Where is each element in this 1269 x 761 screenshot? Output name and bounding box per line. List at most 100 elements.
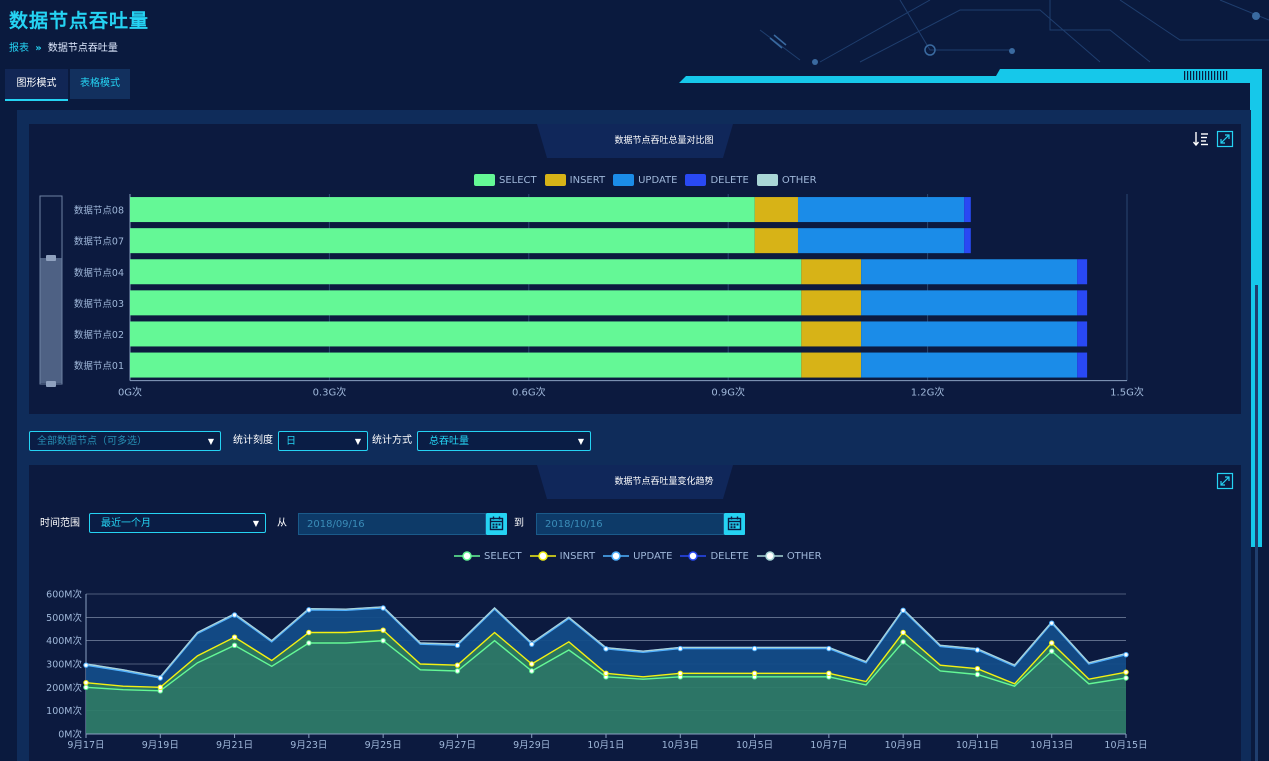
y-tick-label: 200M次 [46,682,82,694]
time-range-select[interactable]: 最近一个月 ▼ [89,513,266,533]
legend-item-delete[interactable]: DELETE [685,174,749,186]
bar-delete [1077,259,1088,285]
legend-item-other[interactable]: OTHER [756,550,822,562]
point-select [974,671,981,678]
comparison-chart-title: 数据节点吞吐总量对比图 [614,136,714,146]
node-multiselect[interactable]: 全部数据节点（可多选） ▼ [29,431,221,451]
x-tick-label: 10月3日 [662,740,699,751]
point-select [83,684,89,691]
legend-label-delete: DELETE [710,550,749,562]
time-range-label: 时间范围 [40,518,80,529]
point-update [380,605,386,611]
y-tick-label: 数据节点07 [74,236,124,248]
legend-item-select[interactable]: SELECT [454,550,522,562]
calendar-icon[interactable] [486,513,507,535]
legend-marker-delete [680,551,707,561]
point-select [1049,648,1055,654]
y-tick-label: 数据节点01 [74,360,124,372]
x-tick-label: 9月23日 [290,740,327,751]
legend-item-other[interactable]: OTHER [756,174,817,186]
point-update [603,646,609,652]
to-label: 到 [514,518,524,529]
method-label: 统计方式 [372,435,412,446]
chevron-down-icon: ▼ [577,437,584,446]
calendar-icon[interactable] [724,513,745,535]
fullscreen-icon[interactable] [1216,130,1234,148]
legend-item-delete[interactable]: DELETE [680,550,749,562]
from-date-input[interactable]: 2018/09/16 [298,513,486,535]
legend-label-update: UPDATE [633,550,673,562]
bar-update [797,228,965,254]
legend-item-update[interactable]: UPDATE [603,550,672,562]
chevron-down-icon: ▼ [252,519,259,528]
legend-item-select[interactable]: SELECT [474,174,537,186]
y-tick-label: 100M次 [46,705,82,717]
legend-swatch-select [474,174,495,186]
bar-update [797,197,965,223]
y-tick-label: 数据节点03 [74,298,124,310]
point-select [1123,675,1129,681]
point-insert [974,665,981,672]
y-tick-label: 数据节点02 [74,329,124,341]
point-update [1049,620,1055,626]
bar-select [130,259,802,285]
legend-label-other: OTHER [781,174,817,186]
bar-insert [754,228,798,254]
point-insert [677,670,683,677]
breadcrumb-current: 数据节点吞吐量 [47,43,118,54]
bar-insert [801,352,862,378]
sort-icon[interactable] [1192,130,1210,148]
point-update [677,645,683,652]
comparison-chart-panel: 数据节点吞吐总量对比图 SELECT INSERT UPDATE DELETE … [29,124,1241,414]
legend-label-insert: INSERT [569,174,606,186]
chevron-down-icon: ▼ [207,437,214,446]
panel-title-tab [537,124,733,158]
x-tick-label: 0G次 [118,386,142,399]
time-range-value: 最近一个月 [101,518,151,529]
point-insert [751,670,758,677]
point-update [83,662,89,668]
legend-item-insert[interactable]: INSERT [529,550,595,562]
granularity-select[interactable]: 日 ▼ [278,431,368,451]
legend-item-update[interactable]: UPDATE [613,174,677,186]
y-tick-label: 600M次 [46,589,82,601]
trend-chart-panel: 数据节点吞吐量变化趋势 时间范围 最近一个月 ▼ 从 2018/09/16 到 … [29,465,1241,761]
bar-update [861,321,1078,347]
point-insert [529,661,535,667]
bar-select [130,197,755,223]
tab-table-mode[interactable]: 表格模式 [70,69,130,99]
x-tick-label: 9月19日 [142,740,179,751]
point-select [231,642,238,649]
bar-insert [754,197,798,223]
legend-swatch-other [756,174,778,186]
bar-select [130,321,802,347]
x-tick-label: 1.5G次 [1110,386,1144,399]
legend-marker-select [454,551,480,561]
bar-select [130,352,802,378]
point-update [529,641,535,647]
point-update [454,642,461,649]
legend-label-delete: DELETE [710,174,749,186]
tab-graph-mode[interactable]: 图形模式 [5,69,68,101]
to-date-input[interactable]: 2018/10/16 [536,513,724,535]
method-select[interactable]: 总吞吐量 ▼ [417,431,591,451]
bar-update [861,290,1078,316]
data-zoom-slider[interactable] [39,194,65,388]
point-update [900,607,906,614]
legend-item-insert[interactable]: INSERT [544,174,606,186]
point-update [751,645,758,652]
x-tick-label: 10月13日 [1030,740,1073,751]
bar-delete [964,228,971,254]
legend-marker-insert [529,551,556,561]
x-tick-label: 10月15日 [1104,740,1147,751]
from-label: 从 [277,518,287,529]
breadcrumb-parent-link[interactable]: 报表 [9,43,29,54]
bar-update [861,352,1078,378]
point-update [826,645,832,652]
legend-swatch-delete [685,174,707,186]
point-insert [306,629,312,636]
point-insert [380,627,386,633]
legend-label-select: SELECT [484,550,522,562]
fullscreen-icon[interactable] [1216,472,1234,490]
y-tick-label: 400M次 [46,635,82,647]
